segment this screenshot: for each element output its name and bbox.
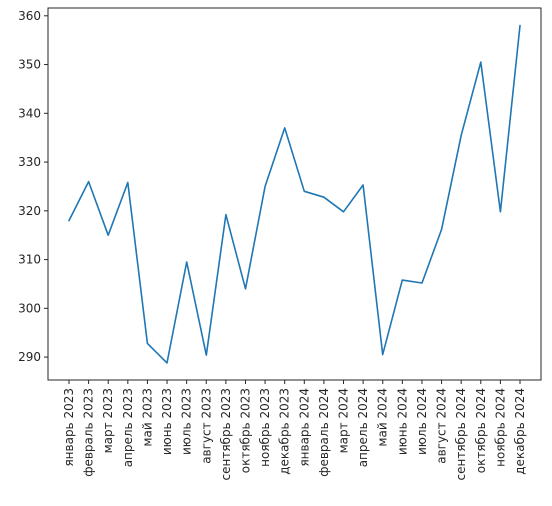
x-tick-label: март 2024 [337,388,351,453]
series-layer [68,24,521,364]
series-line [68,24,521,364]
x-tick-label: январь 2024 [297,388,311,467]
y-tick-label: 320 [18,204,41,218]
y-tick-label: 300 [18,301,41,315]
y-tick-label: 330 [18,155,41,169]
x-tick-label: февраль 2024 [317,388,331,477]
x-tick-label: апрель 2024 [356,388,370,467]
x-tick-label: ноябрь 2023 [258,388,272,467]
x-tick-label: июнь 2024 [395,388,409,455]
x-tick-label: май 2023 [140,388,154,447]
x-tick-label: декабрь 2024 [513,388,527,475]
x-tick-label: январь 2023 [62,388,76,467]
x-tick-label: май 2024 [376,388,390,447]
x-tick-label: август 2024 [435,388,449,464]
x-tick-label: сентябрь 2023 [219,388,233,480]
x-tick-label: март 2023 [101,388,115,453]
y-tick-label: 350 [18,58,41,72]
x-tick-label: декабрь 2023 [278,388,292,475]
x-tick-label: июнь 2023 [160,388,174,455]
x-tick-label: октябрь 2024 [474,388,488,473]
x-tick-label: ноябрь 2024 [493,388,507,467]
x-tick-label: октябрь 2023 [238,388,252,473]
x-tick-label: апрель 2023 [121,388,135,467]
plot-frame [47,7,542,381]
plot-area [47,7,542,381]
x-tick-label: июль 2023 [180,388,194,455]
y-tick-label: 340 [18,106,41,120]
y-axis-ticks: 290 300 310 320 330 340 350 360 [18,9,48,364]
x-tick-label: август 2023 [199,388,213,464]
x-tick-label: июль 2024 [415,388,429,455]
y-tick-label: 310 [18,253,41,267]
x-tick-label: февраль 2023 [82,388,96,477]
y-tick-label: 290 [18,350,41,364]
x-axis-ticks: январь 2023 февраль 2023 март 2023 апрель 2… [62,380,527,480]
y-tick-label: 360 [18,9,41,23]
x-tick-label: сентябрь 2024 [454,388,468,480]
